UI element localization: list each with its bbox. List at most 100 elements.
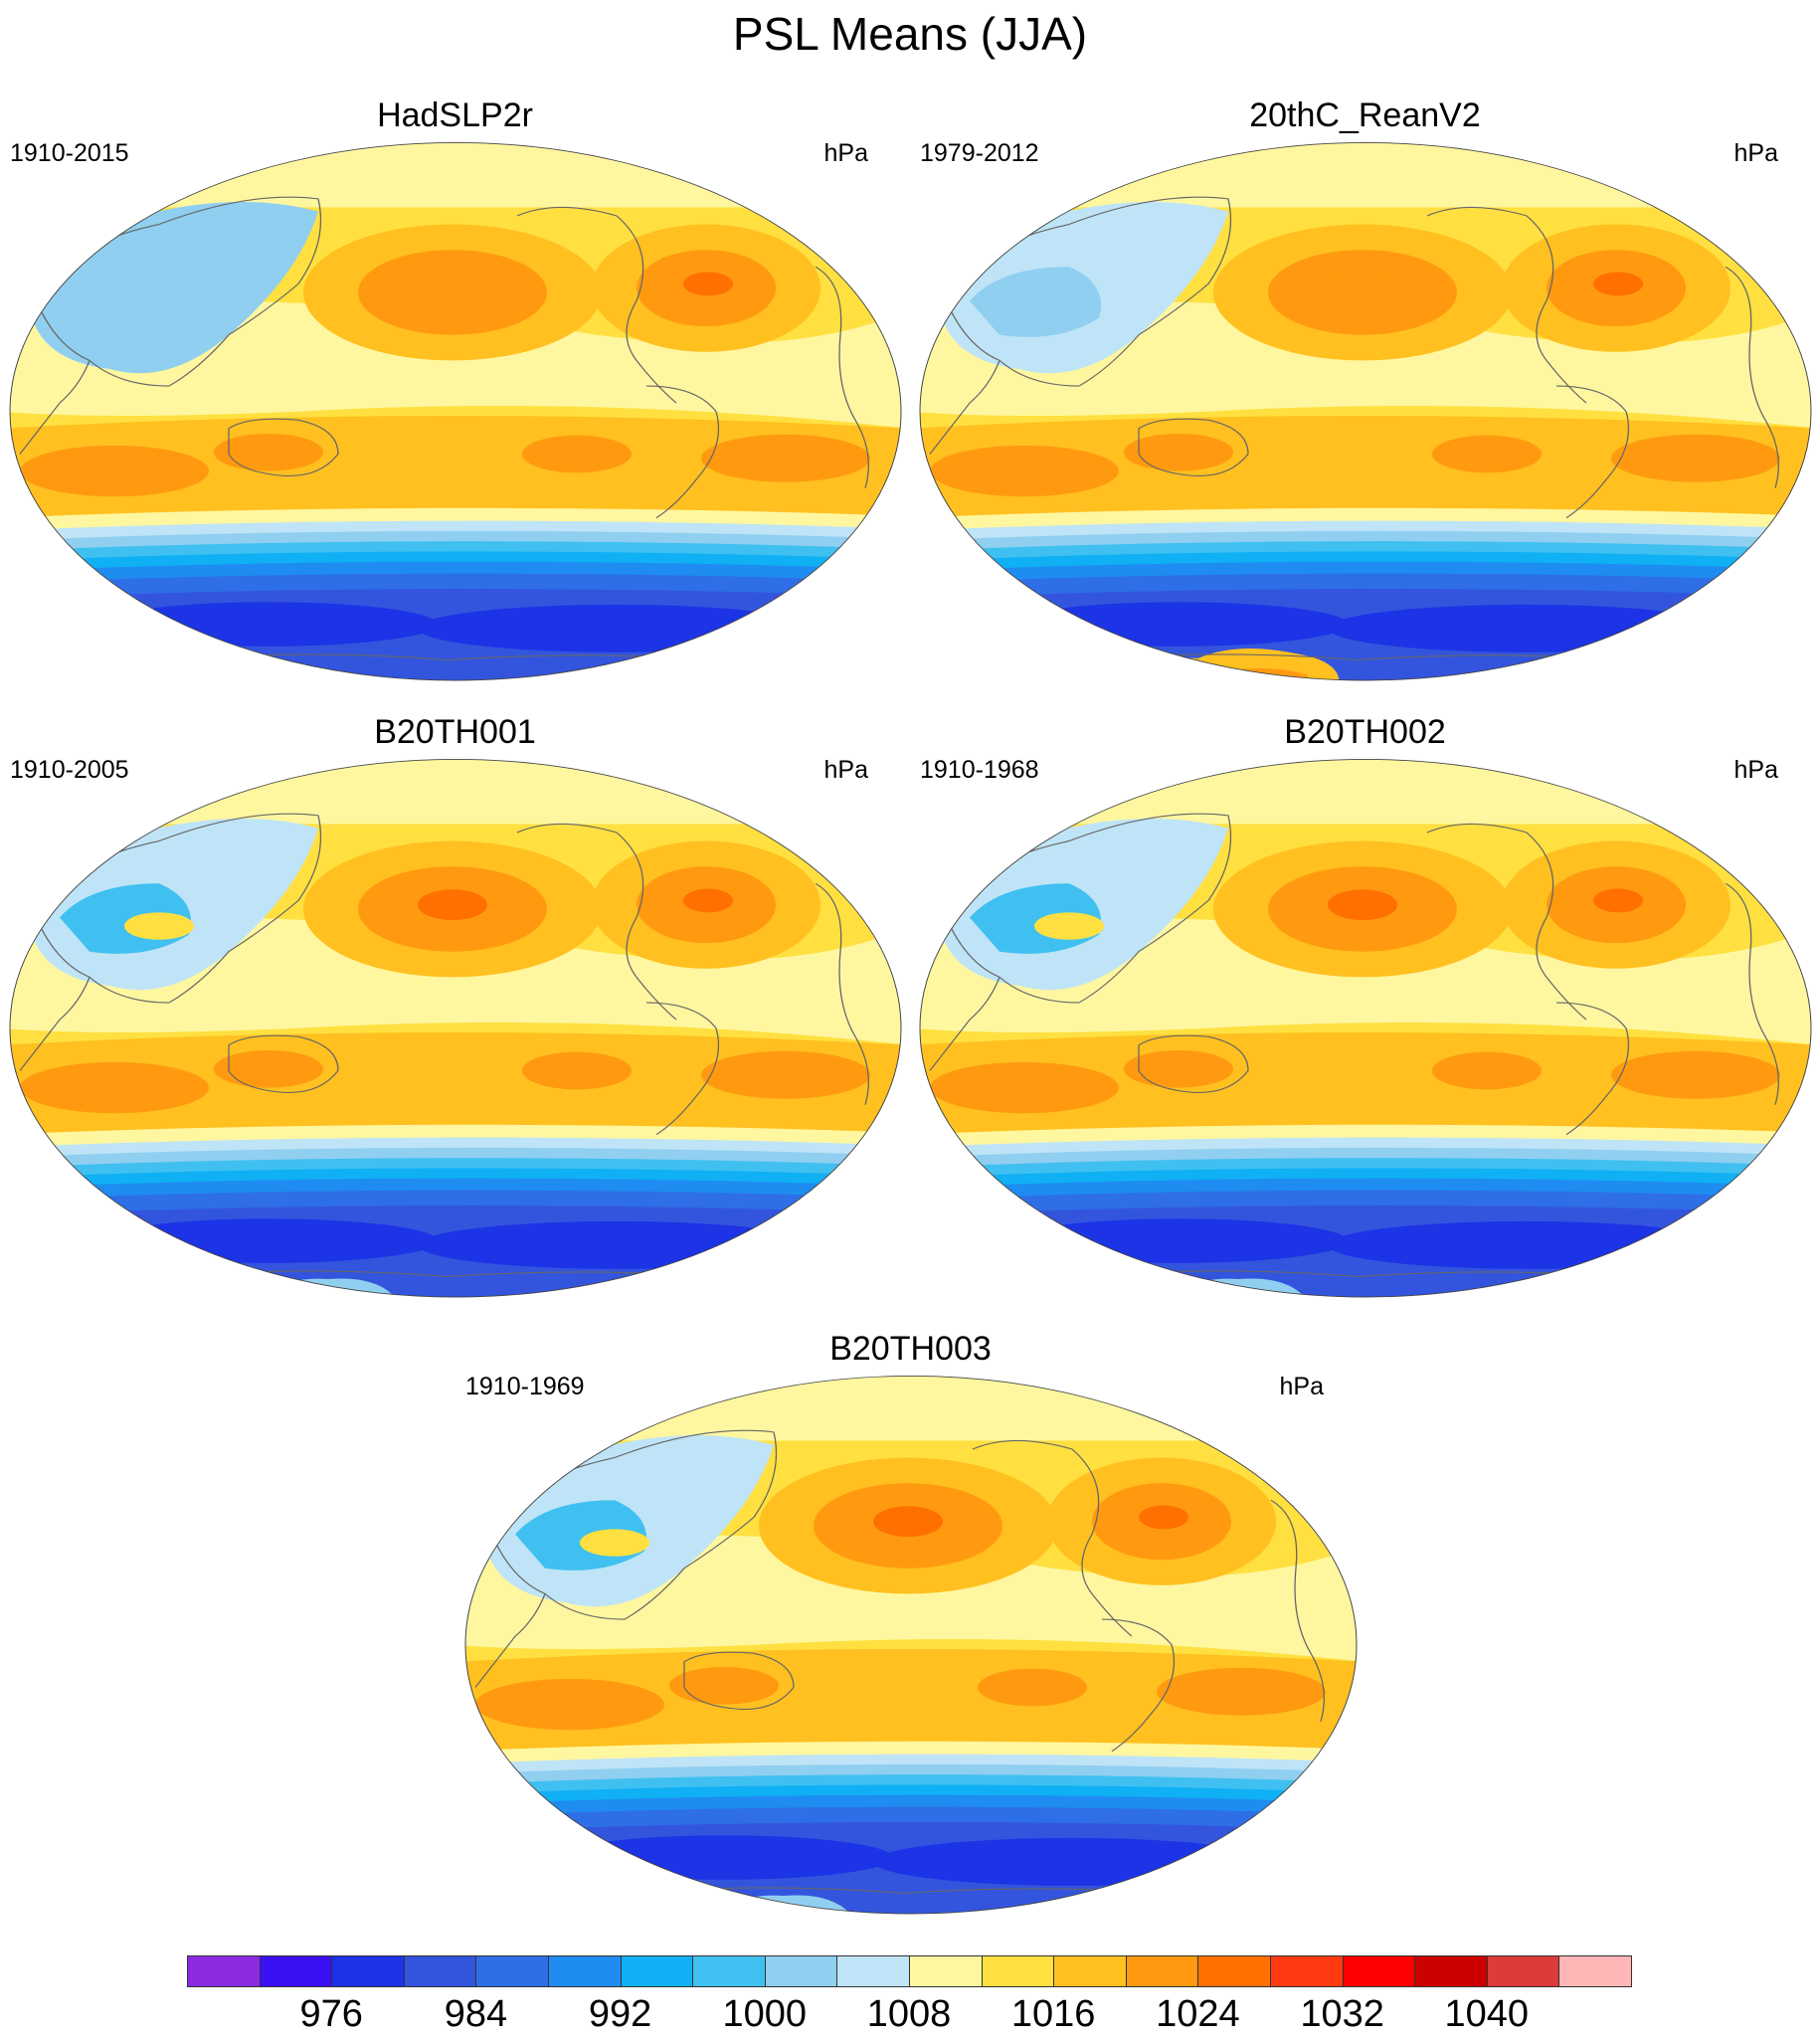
coastline-0 xyxy=(29,813,322,1004)
map-border xyxy=(9,759,902,1298)
colorbar-swatch xyxy=(548,1955,622,1987)
circumpolar-trough-west xyxy=(99,1218,438,1263)
south-atlantic-high xyxy=(1611,1050,1780,1099)
map-panel: B20TH002 1910-1968 hPa xyxy=(910,712,1820,1309)
circumpolar-trough-east xyxy=(418,604,816,652)
circumpolar-trough-west xyxy=(99,602,438,647)
world-map xyxy=(919,142,1812,681)
indian-ocean-high xyxy=(475,1678,664,1731)
colorbar-swatch xyxy=(259,1955,333,1987)
panel-title: B20TH003 xyxy=(829,1330,992,1368)
map-panel: 20thC_ReanV2 1979-2012 hPa xyxy=(910,95,1820,692)
indian-ocean-high xyxy=(20,445,209,497)
circumpolar-trough-east xyxy=(1328,604,1726,652)
azores-high-core xyxy=(683,272,733,296)
colorbar-swatch xyxy=(981,1955,1055,1987)
map-border xyxy=(464,1376,1358,1915)
colorbar xyxy=(187,1955,1632,1987)
australia-high xyxy=(1124,1049,1233,1088)
south-pacific-high xyxy=(1432,1051,1542,1090)
australia-high xyxy=(669,1666,779,1705)
panel-title: 20thC_ReanV2 xyxy=(1249,96,1481,134)
map-border xyxy=(919,142,1812,681)
panel-units: hPa xyxy=(823,139,868,167)
pacific-high-core xyxy=(1328,273,1397,304)
south-pacific-high xyxy=(978,1668,1087,1707)
colorbar-swatch xyxy=(331,1955,405,1987)
arctic-band xyxy=(10,759,901,825)
colorbar-swatch xyxy=(1486,1955,1560,1987)
circumpolar-trough-west xyxy=(555,1835,893,1880)
pacific-high-core xyxy=(418,889,487,921)
circumpolar-trough-east xyxy=(1328,1220,1726,1269)
panel-units: hPa xyxy=(1733,756,1778,784)
panel-years: 1910-2015 xyxy=(10,139,129,167)
colorbar-swatch xyxy=(475,1955,549,1987)
panel-years: 1910-2005 xyxy=(10,756,129,784)
panel-title: B20TH001 xyxy=(374,713,536,751)
south-pacific-high xyxy=(522,435,632,473)
colorbar-swatch xyxy=(620,1955,694,1987)
indian-ocean-high xyxy=(930,445,1119,497)
south-atlantic-high xyxy=(1611,434,1780,482)
tibet-high xyxy=(580,1529,649,1557)
coastline-5 xyxy=(815,266,869,488)
coastline-0 xyxy=(29,196,322,387)
colorbar-swatch xyxy=(1342,1955,1416,1987)
map-panel: HadSLP2r 1910-2015 hPa xyxy=(0,95,910,692)
arctic-band xyxy=(465,1376,1357,1441)
world-map xyxy=(464,1376,1358,1915)
colorbar-swatch xyxy=(1125,1955,1199,1987)
coastline-3 xyxy=(1426,823,1587,1020)
coastline-2 xyxy=(683,1651,795,1711)
coastline-3 xyxy=(516,823,677,1020)
colorbar-swatch xyxy=(1270,1955,1344,1987)
colorbar-swatch xyxy=(764,1955,838,1987)
circumpolar-trough-west xyxy=(1009,1218,1348,1263)
coastline-3 xyxy=(1426,206,1587,404)
coastline-1 xyxy=(929,977,1001,1071)
coastline-0 xyxy=(484,1429,778,1620)
coastline-4 xyxy=(645,385,720,519)
indian-ocean-high xyxy=(930,1061,1119,1114)
colorbar-label: 1008 xyxy=(866,1993,952,2035)
australia-high xyxy=(214,1049,323,1088)
panel-units: hPa xyxy=(1733,139,1778,167)
colorbar-swatch xyxy=(1414,1955,1488,1987)
coastline-2 xyxy=(228,1034,339,1094)
panel-title: B20TH002 xyxy=(1284,713,1446,751)
colorbar-label: 984 xyxy=(444,1993,508,2035)
arctic-band xyxy=(10,142,901,208)
coastline-0 xyxy=(939,813,1232,1004)
coastline-3 xyxy=(516,206,677,404)
south-atlantic-high xyxy=(701,1050,870,1099)
map-panel: B20TH003 1910-1969 hPa xyxy=(455,1329,1365,1926)
colorbar-swatch xyxy=(1558,1955,1632,1987)
colorbar-label: 1024 xyxy=(1156,1993,1240,2035)
circumpolar-trough-east xyxy=(873,1837,1271,1886)
panel-units: hPa xyxy=(823,756,868,784)
south-pacific-high xyxy=(522,1051,632,1090)
colorbar-swatch xyxy=(836,1955,910,1987)
coastline-4 xyxy=(645,1002,720,1136)
world-map xyxy=(9,142,902,681)
world-map xyxy=(919,759,1812,1298)
coastline-1 xyxy=(929,360,1001,455)
coastline-5 xyxy=(815,882,869,1105)
south-pacific-high xyxy=(1432,435,1542,473)
indian-ocean-high xyxy=(20,1061,209,1114)
australia-high xyxy=(214,433,323,471)
panel-years: 1910-1969 xyxy=(465,1373,585,1400)
colorbar-label: 976 xyxy=(299,1993,363,2035)
figure-title: PSL Means (JJA) xyxy=(732,8,1088,60)
coastline-2 xyxy=(1138,1034,1249,1094)
antarctic-high-core xyxy=(1129,668,1308,681)
colorbar-swatch xyxy=(403,1955,477,1987)
azores-high-core xyxy=(683,888,733,913)
tibet-high xyxy=(124,912,194,940)
panel-title: HadSLP2r xyxy=(377,96,533,134)
colorbar-swatch xyxy=(909,1955,983,1987)
coastline-1 xyxy=(19,360,91,455)
colorbar-label: 1040 xyxy=(1444,1993,1530,2035)
arctic-band xyxy=(920,759,1811,825)
